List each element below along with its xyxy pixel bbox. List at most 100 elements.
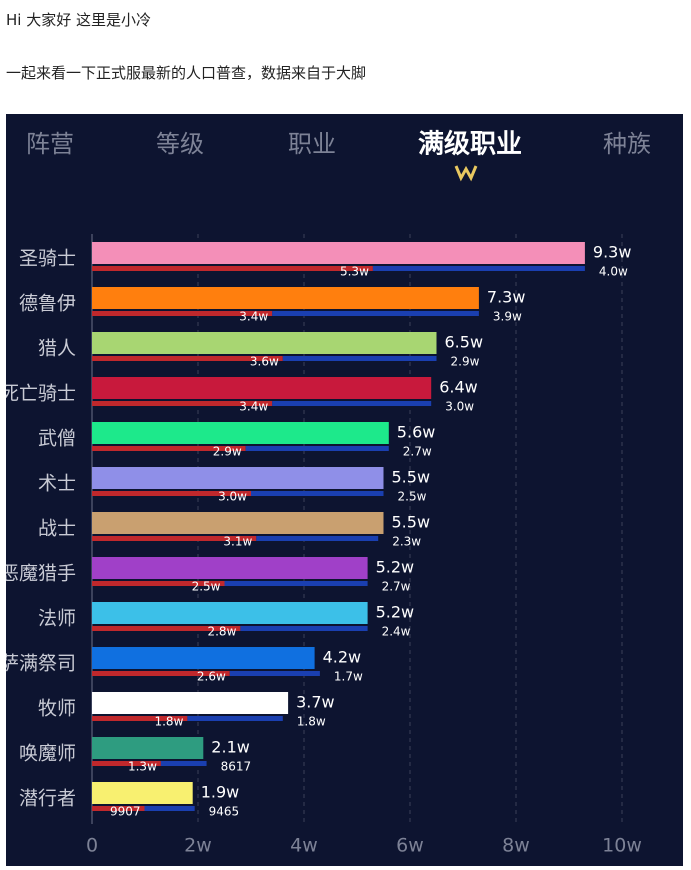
bar (92, 647, 315, 669)
y-tick-label: 牧师 (38, 698, 76, 720)
logo (454, 165, 478, 182)
value-label: 2.1w (211, 738, 250, 757)
series-label: 2.9w (451, 355, 480, 369)
x-tick-label: 2w (184, 835, 212, 857)
y-tick-label: 潜行者 (19, 788, 76, 810)
series-label: 3.6w (250, 355, 279, 369)
value-label: 4.2w (323, 648, 362, 667)
series-label: 3.4w (239, 400, 268, 414)
series-label: 3.4w (239, 310, 268, 324)
x-tick-label: 10w (602, 835, 642, 857)
tab[interactable]: 满级职业 (418, 129, 522, 160)
y-tick-label: 恶魔猎手 (6, 563, 76, 585)
value-label: 5.2w (376, 603, 415, 622)
series-bar (92, 446, 246, 451)
series-label: 3.0w (218, 490, 247, 504)
bar (92, 422, 389, 444)
series-bar (92, 311, 273, 316)
series-label: 3.9w (493, 310, 522, 324)
series-label: 1.3w (128, 760, 157, 774)
series-label: 2.7w (382, 580, 411, 594)
series-label: 2.6w (197, 670, 226, 684)
y-tick-label: 死亡骑士 (6, 383, 76, 405)
series-bar (92, 626, 241, 631)
value-label: 1.9w (201, 783, 240, 802)
value-label: 5.5w (392, 468, 431, 487)
series-bar (92, 761, 161, 766)
series-bar (229, 671, 320, 676)
value-label: 6.5w (445, 333, 484, 352)
series-bar (187, 716, 283, 721)
bar (92, 377, 432, 399)
value-label: 6.4w (439, 378, 478, 397)
series-label: 1.7w (334, 670, 363, 684)
series-bar (92, 356, 283, 361)
series-bar (92, 671, 230, 676)
y-tick-label: 圣骑士 (19, 248, 76, 270)
value-label: 9.3w (593, 243, 632, 262)
series-label: 3.1w (223, 535, 252, 549)
series-label: 1.8w (297, 715, 326, 729)
y-tick-label: 术士 (38, 473, 76, 495)
series-bar (92, 401, 273, 406)
series-label: 2.9w (213, 445, 242, 459)
x-tick-label: 4w (290, 835, 318, 857)
tab[interactable]: 阵营 (26, 130, 74, 158)
series-bar (240, 626, 368, 631)
series-bar (372, 266, 585, 271)
series-bar (92, 806, 145, 811)
value-label: 5.5w (392, 513, 431, 532)
chart: 阵营 等级 职业 满级职业 种族 0 2w 4w 6w 8w 10w 圣骑士 9.3w 5.3w 4.0w 德… (6, 114, 683, 866)
series-label: 2.3w (392, 535, 421, 549)
series-bar (272, 401, 432, 406)
series-bar (144, 806, 195, 811)
tab[interactable]: 种族 (603, 130, 651, 158)
y-tick-label: 武僧 (38, 428, 76, 450)
x-tick-label: 0 (86, 835, 98, 857)
series-bar (251, 491, 384, 496)
y-tick-label: 萨满祭司 (6, 653, 76, 675)
series-label: 2.5w (398, 490, 427, 504)
intro: 一起来看一下正式服最新的人口普查，数据来自于大脚 (6, 64, 367, 82)
y-tick-label: 德鲁伊 (19, 293, 76, 315)
series-bar (92, 536, 257, 541)
series-label: 9465 (209, 805, 240, 819)
bar (92, 602, 368, 624)
y-tick-label: 法师 (38, 608, 76, 630)
greeting: Hi 大家好 这里是小冷 (6, 11, 151, 29)
x-tick-label: 6w (396, 835, 424, 857)
series-label: 9907 (110, 805, 141, 819)
bar (92, 332, 437, 354)
series-bar (272, 311, 479, 316)
bar (92, 782, 193, 804)
series-label: 4.0w (599, 265, 628, 279)
series-bar (92, 716, 188, 721)
bar (92, 512, 384, 534)
series-bar (282, 356, 437, 361)
tab[interactable]: 等级 (156, 130, 204, 158)
series-bar (256, 536, 379, 541)
series-bar (245, 446, 389, 451)
series-label: 5.3w (340, 265, 369, 279)
series-bar (92, 581, 225, 586)
series-bar (92, 491, 251, 496)
series-label: 2.8w (207, 625, 236, 639)
y-tick-label: 唤魔师 (19, 743, 76, 765)
value-label: 3.7w (296, 693, 335, 712)
bar (92, 557, 368, 579)
series-bar (92, 266, 373, 271)
value-label: 5.2w (376, 558, 415, 577)
series-label: 1.8w (154, 715, 183, 729)
tab[interactable]: 职业 (288, 130, 336, 158)
series-label: 2.5w (192, 580, 221, 594)
series-label: 8617 (221, 760, 252, 774)
series-label: 2.7w (403, 445, 432, 459)
series-label: 3.0w (445, 400, 474, 414)
series-label: 2.4w (382, 625, 411, 639)
series-bar (160, 761, 207, 766)
value-label: 5.6w (397, 423, 436, 442)
x-tick-label: 8w (502, 835, 530, 857)
bar (92, 467, 384, 489)
y-tick-label: 战士 (38, 518, 76, 540)
